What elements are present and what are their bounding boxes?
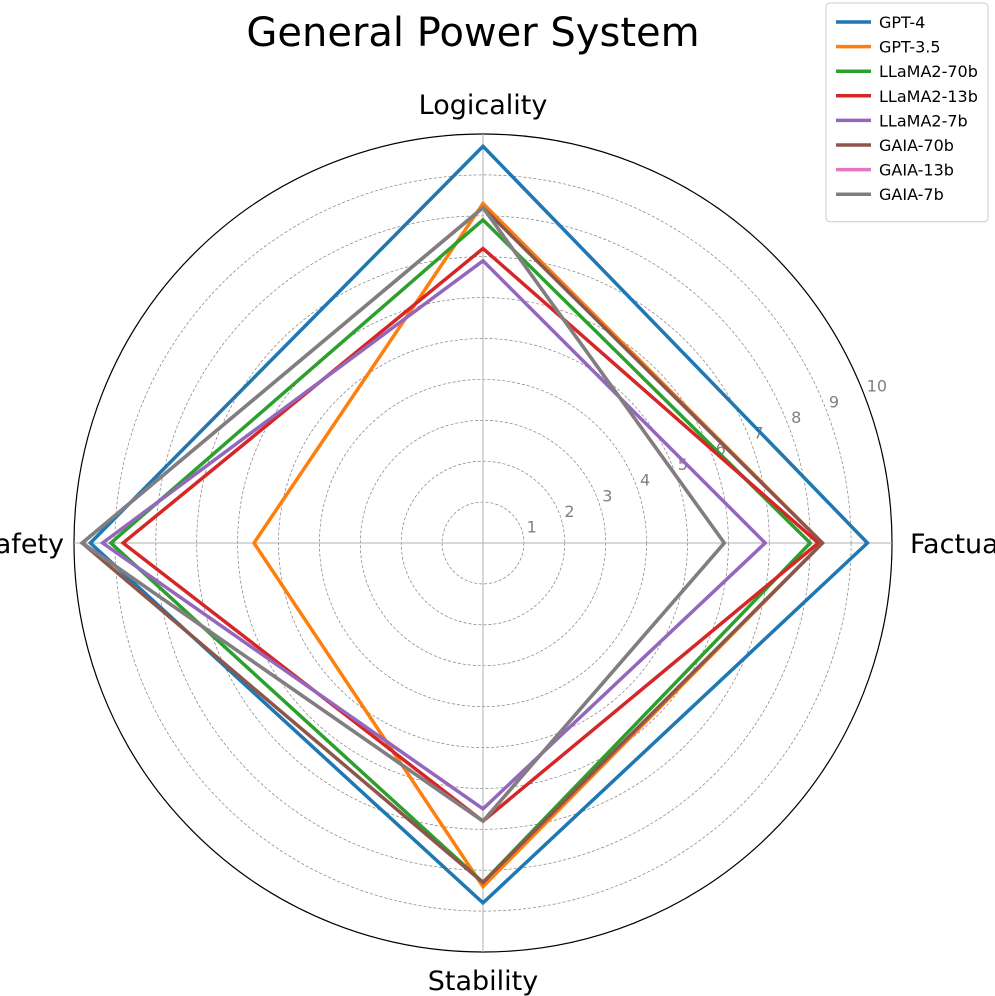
series-llama2-70b — [108, 217, 813, 885]
legend-label: GPT-4 — [879, 13, 925, 32]
series-gaia-7b — [79, 205, 727, 824]
legend-frame — [825, 2, 989, 223]
series-polygons — [79, 143, 870, 906]
series-llama2-7b — [99, 258, 768, 812]
legend-label: LLaMA2-13b — [879, 87, 978, 106]
radial-tick-labels: 1 2 3 4 5 6 7 8 9 10 — [527, 377, 887, 537]
legend-label: GAIA-13b — [879, 161, 954, 180]
legend-label: GAIA-70b — [879, 136, 954, 155]
radial-tick-label: 4 — [640, 471, 650, 490]
chart-title: General Power System — [246, 10, 699, 56]
axis-label-logicality: Logicality — [419, 90, 548, 121]
series-llama2-13b — [120, 246, 822, 824]
legend-label: LLaMA2-70b — [879, 62, 978, 81]
radial-tick-label: 3 — [602, 486, 612, 505]
legend: GPT-4 GPT-3.5 LLaMA2-70b LLaMA2-13b LLaMA2-7… — [825, 2, 989, 223]
radial-tick-label: 8 — [791, 408, 801, 427]
axis-labels: Factuality Logicality Safety Stability — [0, 90, 995, 996]
series-gaia-70b — [79, 205, 825, 885]
axis-label-factuality: Factuality — [910, 529, 995, 560]
radial-tick-label: 6 — [716, 439, 726, 458]
legend-label: GAIA-7b — [879, 185, 944, 204]
radial-tick-label: 1 — [527, 518, 537, 537]
radial-tick-label: 10 — [867, 377, 887, 396]
radial-grid — [73, 133, 893, 953]
series-gpt-3-5 — [251, 200, 825, 890]
radial-tick-label: 9 — [829, 392, 839, 411]
axis-label-stability: Stability — [428, 966, 539, 996]
legend-label: LLaMA2-7b — [879, 111, 968, 130]
legend-label: GPT-3.5 — [879, 38, 941, 57]
series-gaia-13b — [79, 205, 727, 824]
series-gpt-4 — [87, 143, 870, 906]
axis-label-safety: Safety — [0, 529, 64, 560]
radial-tick-label: 2 — [564, 502, 574, 521]
radial-tick-label: 5 — [678, 455, 688, 474]
radial-tick-label: 7 — [753, 424, 763, 443]
